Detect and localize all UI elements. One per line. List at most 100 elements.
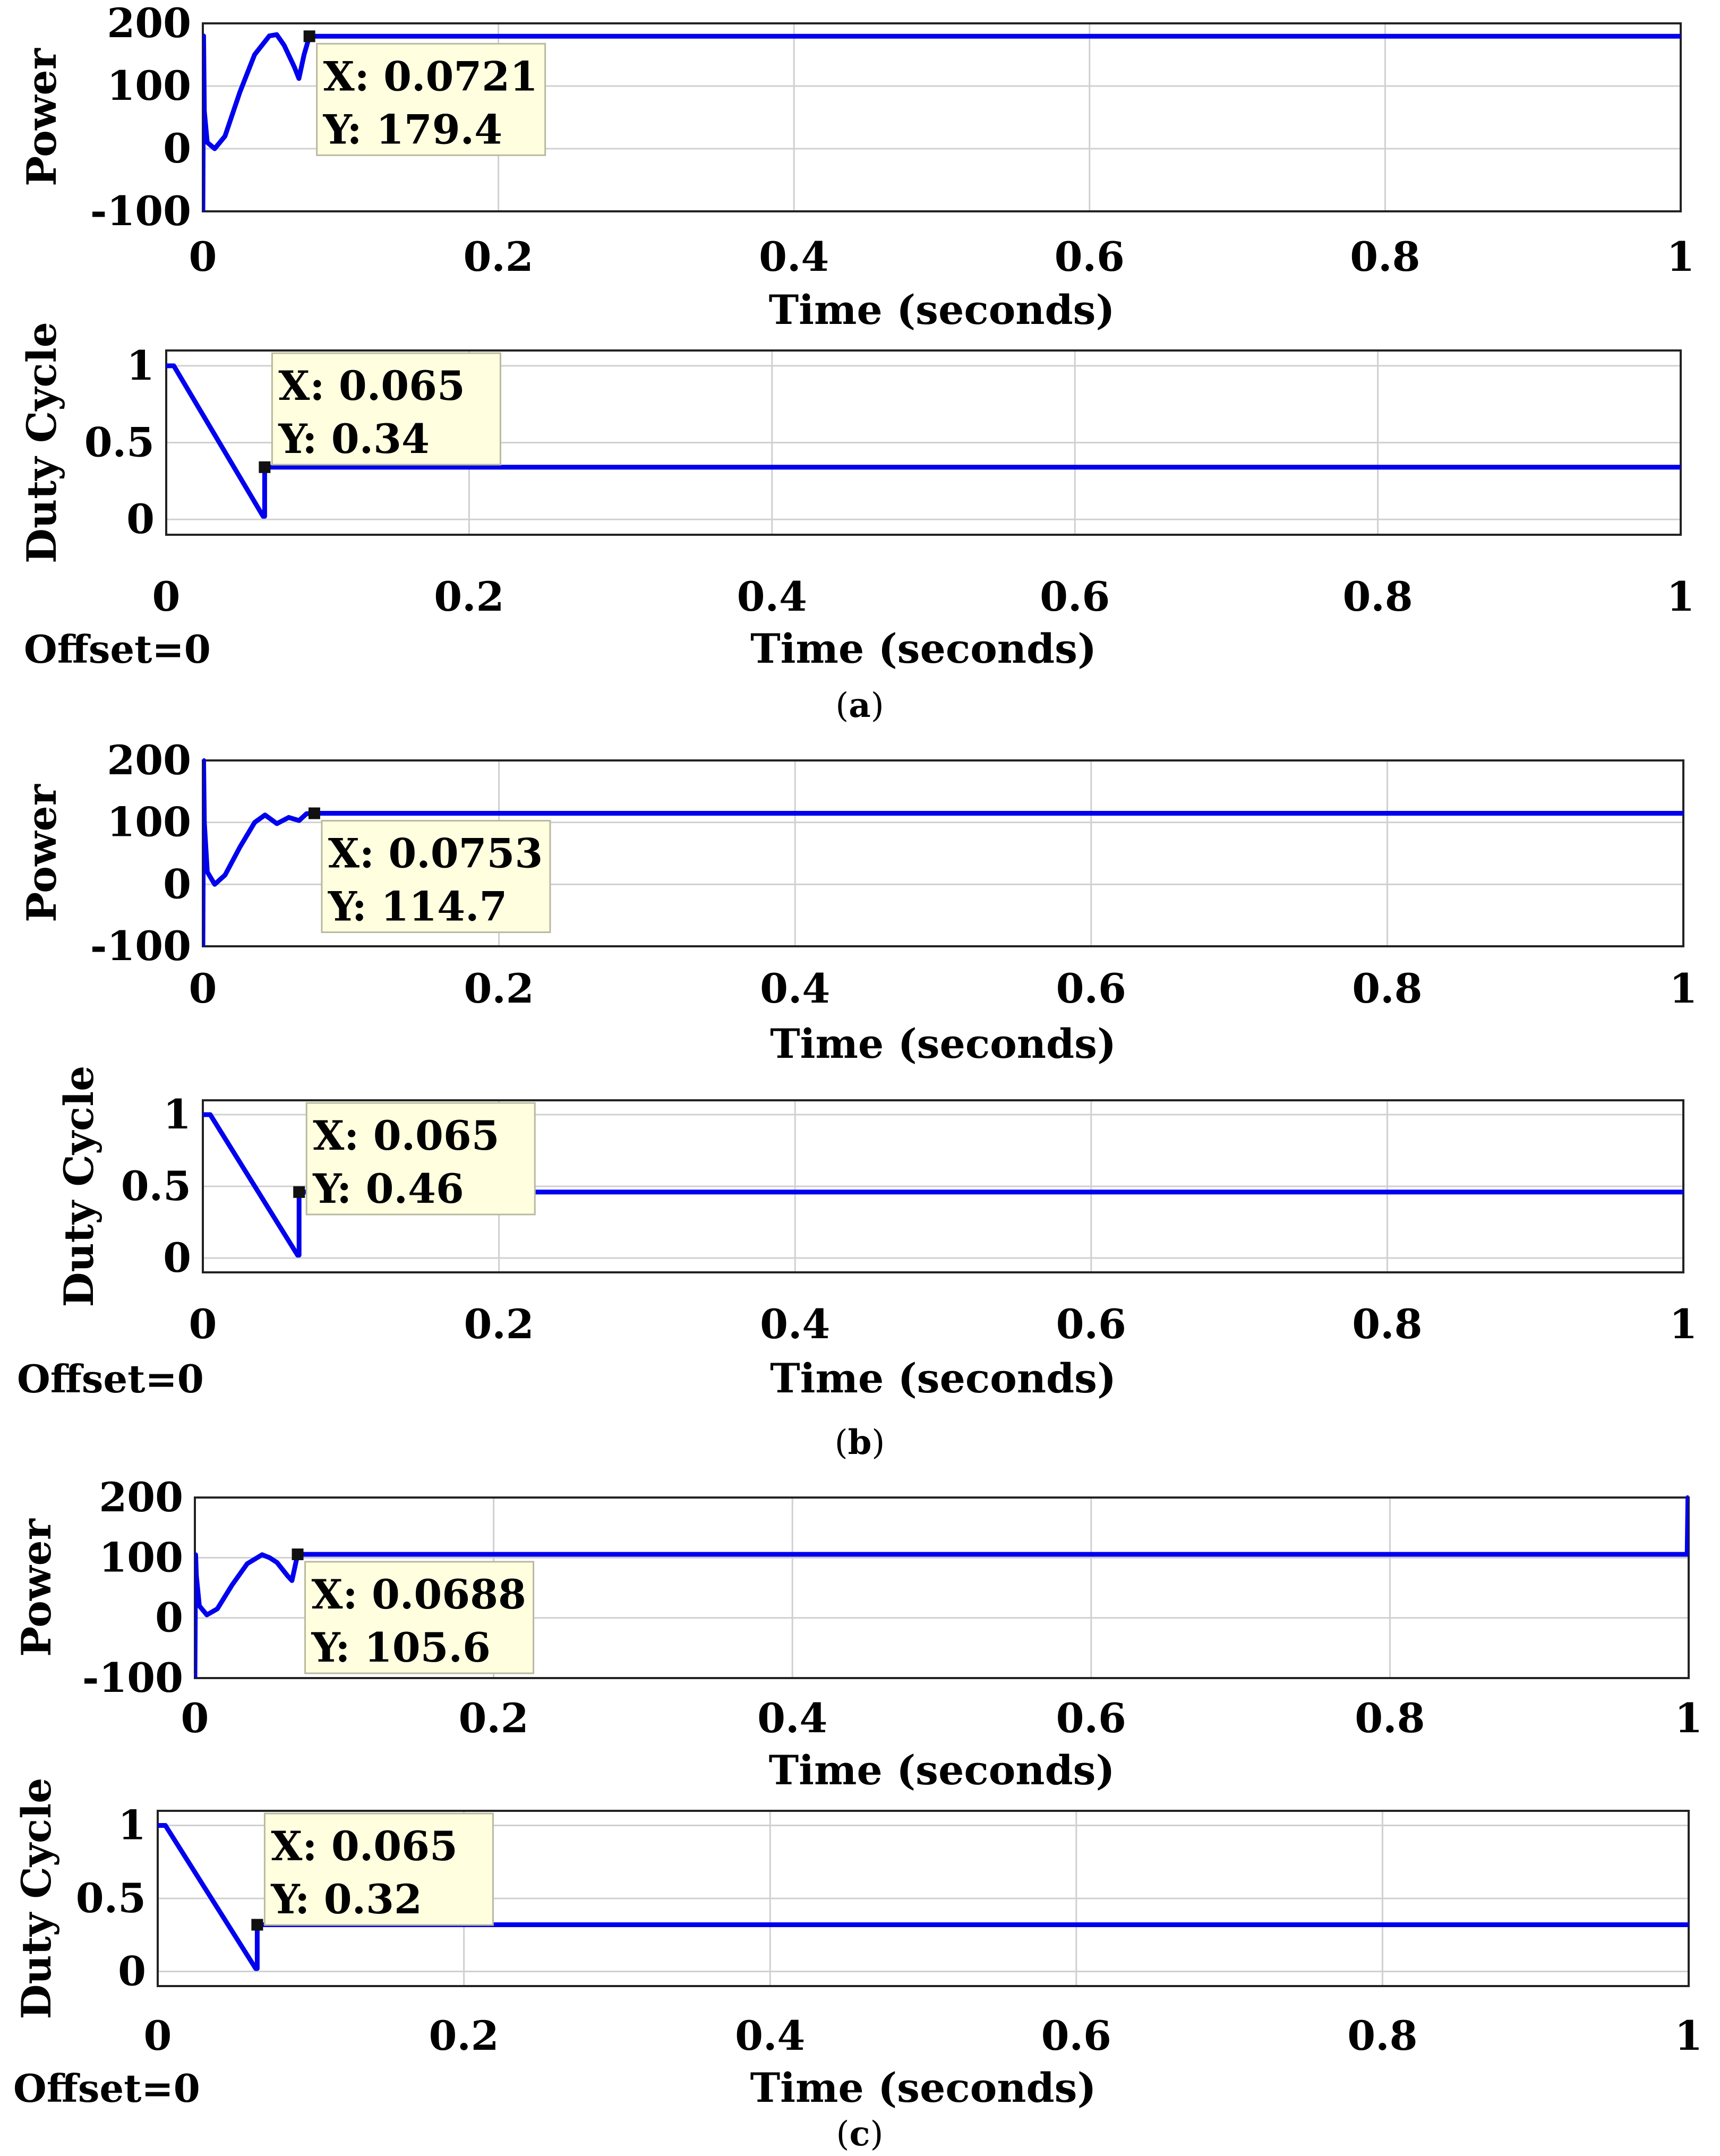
x-tick-label: 1 [1667, 573, 1695, 620]
x-tick-label: 1 [1667, 233, 1695, 280]
y-tick-label: 1 [126, 342, 155, 389]
x-tick-label: 1 [1675, 2012, 1703, 2059]
x-tick-label: 0.2 [464, 965, 534, 1012]
caption-a: (a) [835, 686, 884, 725]
datatip-x: X: 0.065 [271, 1823, 457, 1870]
y-tick-label: 1 [118, 1802, 146, 1849]
x-tick-label: 0 [152, 573, 181, 620]
plot-frame [202, 1099, 1684, 1273]
datatip-marker [259, 461, 271, 473]
datatip-x: X: 0.0721 [323, 53, 538, 100]
offset-note: Offset=0 [24, 627, 211, 672]
x-tick-label: 0.4 [735, 2012, 805, 2059]
plot-frame [157, 1810, 1690, 1987]
x-tick-label: 0.8 [1350, 233, 1420, 280]
y-tick-label: -100 [90, 922, 191, 970]
datatip-y: Y: 0.34 [278, 415, 429, 463]
y-tick-label: 100 [107, 799, 191, 846]
series-line [166, 363, 1681, 519]
offset-note: Offset=0 [13, 2066, 200, 2111]
x-tick-label: 0.2 [463, 233, 533, 280]
y-tick-label: 0 [126, 495, 155, 543]
y-axis-label: Duty Cycle [18, 322, 65, 563]
series-line [195, 1495, 1689, 1679]
y-tick-label: 200 [107, 737, 191, 784]
datatip-x: X: 0.0688 [312, 1571, 526, 1618]
datatip-y: Y: 105.6 [311, 1624, 491, 1671]
datatip-box [321, 820, 551, 934]
y-tick-label: 0.5 [84, 419, 155, 466]
datatip-box [304, 1561, 535, 1674]
y-tick-label: 1 [163, 1091, 191, 1138]
x-axis-label: Time (seconds) [769, 1747, 1115, 1794]
x-tick-label: 0.2 [464, 1301, 534, 1348]
x-axis-label: Time (seconds) [750, 625, 1097, 672]
x-tick-label: 0.4 [760, 1301, 830, 1348]
x-tick-label: 0.4 [737, 573, 807, 620]
x-tick-label: 1 [1675, 1695, 1703, 1742]
x-tick-label: 0 [181, 1695, 209, 1742]
datatip-y: Y: 179.4 [323, 106, 502, 153]
series-line [203, 32, 1681, 212]
x-tick-label: 0.2 [429, 2012, 499, 2059]
y-tick-label: 0 [163, 125, 191, 172]
y-tick-label: -100 [82, 1654, 183, 1701]
y-tick-label: 100 [107, 62, 191, 109]
y-tick-label: 0 [163, 1234, 191, 1281]
series-line [203, 758, 1683, 947]
datatip-x: X: 0.065 [278, 362, 465, 409]
datatip-y: Y: 114.7 [328, 883, 507, 930]
caption-c: (c) [836, 2114, 884, 2154]
y-axis-label: Power [13, 1518, 60, 1657]
subplot-c-duty-cycle: 0 0.2 0.4 0.6 0.8 1 1 0.5 0 X: 0.065 Y: 0.32 Duty C… [13, 1777, 1702, 2111]
x-tick-label: 0 [189, 233, 217, 280]
datatip-box [316, 42, 546, 156]
y-axis-label: Power [18, 48, 65, 186]
datatip-marker [292, 1548, 304, 1560]
x-axis-label: Time (seconds) [770, 1020, 1116, 1067]
plot-frame [165, 349, 1682, 536]
offset-note: Offset=0 [17, 1356, 204, 1401]
y-tick-label: 200 [99, 1474, 183, 1521]
x-axis-label: Time (seconds) [769, 286, 1115, 333]
x-tick-label: 0.6 [1056, 1695, 1126, 1742]
y-tick-label: 0.5 [121, 1162, 191, 1210]
y-tick-label: 100 [99, 1534, 183, 1581]
x-axis-label: Time (seconds) [770, 1355, 1116, 1402]
x-tick-label: 0.6 [1055, 233, 1125, 280]
y-axis-label: Duty Cycle [13, 1777, 60, 2019]
datatip-marker [293, 1186, 305, 1198]
x-tick-label: 0.6 [1041, 2012, 1111, 2059]
x-tick-label: 0.8 [1347, 2012, 1417, 2059]
x-tick-label: 0.8 [1355, 1695, 1425, 1742]
x-axis-label: Time (seconds) [750, 2064, 1097, 2111]
subplot-a-duty-cycle: 0 0.2 0.4 0.6 0.8 1 1 0.5 0 X: 0.065 Y: 0.34 Duty C… [18, 322, 1695, 672]
x-tick-label: 0.2 [458, 1695, 528, 1742]
x-tick-label: 0.6 [1056, 965, 1126, 1012]
datatip-marker [303, 30, 315, 42]
x-tick-label: 0.8 [1352, 1301, 1422, 1348]
x-tick-label: 0.8 [1352, 965, 1422, 1012]
datatip-y: Y: 0.46 [312, 1165, 464, 1212]
y-axis-label: Power [18, 784, 65, 922]
subplot-b-duty-cycle: 0 0.2 0.4 0.6 0.8 1 1 0.5 0 X: 0.065 Y: 0.46 Duty C… [17, 1065, 1697, 1402]
y-tick-label: 0 [118, 1948, 146, 1995]
x-tick-label: 0 [189, 1301, 217, 1348]
x-tick-label: 0.6 [1056, 1301, 1126, 1348]
datatip-box [305, 1102, 536, 1216]
datatip-y: Y: 0.32 [270, 1876, 422, 1923]
y-tick-label: 0 [155, 1594, 183, 1641]
datatip-x: X: 0.065 [313, 1112, 499, 1159]
y-tick-label: 0.5 [76, 1875, 146, 1922]
x-tick-label: 0.4 [760, 965, 830, 1012]
x-tick-label: 0.4 [757, 1695, 827, 1742]
x-tick-label: 0.2 [434, 573, 504, 620]
x-tick-label: 0 [189, 965, 217, 1012]
y-axis-label: Duty Cycle [55, 1065, 102, 1307]
datatip-marker [308, 807, 320, 819]
x-tick-label: 0.6 [1040, 573, 1110, 620]
